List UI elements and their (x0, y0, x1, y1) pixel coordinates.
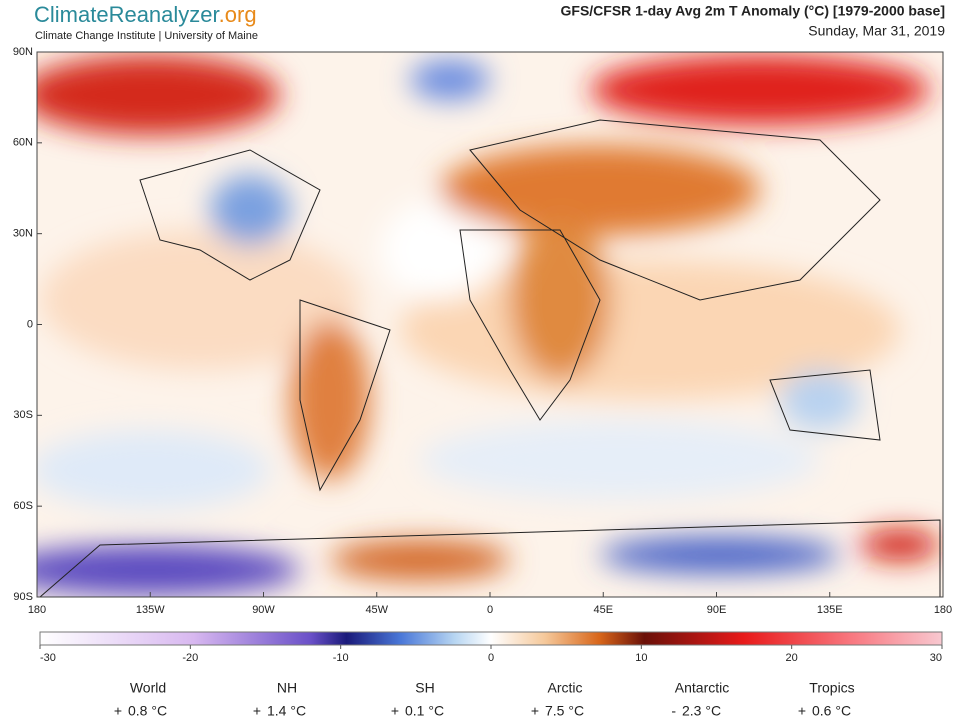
lon-label: 90W (252, 604, 275, 616)
lon-label: 45W (365, 604, 388, 616)
colorbar-label: 20 (786, 652, 798, 664)
map-date: Sunday, Mar 31, 2019 (808, 23, 945, 39)
lat-label: 30S (13, 409, 33, 421)
colorbar-label: 10 (635, 652, 647, 664)
lat-label: 60N (13, 137, 33, 149)
stat-label: SH (415, 680, 434, 696)
lon-label: 0 (487, 604, 493, 616)
lat-label: 60S (13, 500, 33, 512)
lon-label: 135W (136, 604, 165, 616)
lon-label: 45E (593, 604, 613, 616)
colorbar-label: -10 (333, 652, 349, 664)
stat-label: World (130, 680, 166, 696)
subtitle: Climate Change Institute | University of… (35, 30, 258, 42)
colorbar-label: -30 (40, 652, 56, 664)
stat-sign: + (391, 703, 399, 719)
anomaly-field (37, 52, 943, 597)
lon-label: 90E (707, 604, 727, 616)
stat-value: 1.4 °C (267, 703, 306, 719)
stat-value: 2.3 °C (682, 703, 721, 719)
lat-label: 90S (13, 591, 33, 603)
lat-label: 30N (13, 228, 33, 240)
stat-label: NH (277, 680, 297, 696)
lon-label: 135E (817, 604, 843, 616)
stat-value: 0.6 °C (812, 703, 851, 719)
stat-value: 7.5 °C (545, 703, 584, 719)
colorbar-label: 0 (488, 652, 494, 664)
stat-label: Antarctic (675, 680, 729, 696)
stat-sign: + (531, 703, 539, 719)
lon-label: 180 (934, 604, 952, 616)
stat-value: 0.1 °C (405, 703, 444, 719)
stat-sign: + (798, 703, 806, 719)
lat-label: 0 (27, 318, 33, 330)
stat-value: 0.8 °C (128, 703, 167, 719)
map-title: GFS/CFSR 1-day Avg 2m T Anomaly (°C) [19… (561, 3, 946, 19)
colorbar-label: 30 (930, 652, 942, 664)
stat-label: Arctic (548, 680, 583, 696)
lat-label: 90N (13, 46, 33, 58)
colorbar (39, 631, 943, 646)
brand: ClimateReanalyzer.org (34, 2, 257, 27)
lon-label: 180 (28, 604, 46, 616)
stat-sign: - (671, 703, 676, 719)
stat-label: Tropics (809, 680, 854, 696)
stat-sign: + (114, 703, 122, 719)
stat-sign: + (253, 703, 261, 719)
colorbar-label: -20 (182, 652, 198, 664)
